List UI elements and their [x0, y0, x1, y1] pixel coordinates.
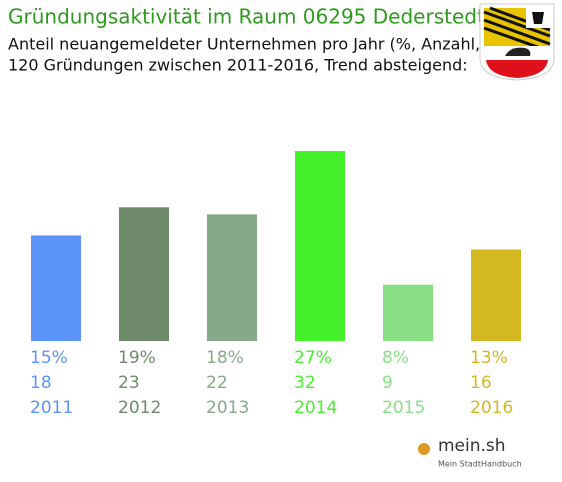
bar	[471, 249, 521, 341]
branding: mein.sh Mein StadtHandbuch	[418, 436, 522, 469]
x-tick-label: 2015	[382, 398, 425, 418]
count-label: 23	[118, 373, 140, 393]
count-label: 16	[470, 373, 492, 393]
value-label: 19%	[118, 348, 156, 368]
bar	[31, 235, 81, 341]
logo-icon	[418, 443, 430, 455]
x-tick-label: 2016	[470, 398, 513, 418]
value-label: 13%	[470, 348, 508, 368]
value-label: 27%	[294, 348, 332, 368]
x-tick-label: 2012	[118, 398, 161, 418]
count-label: 22	[206, 373, 228, 393]
count-label: 32	[294, 373, 316, 393]
count-label: 18	[30, 373, 52, 393]
chart-title: Gründungsaktivität im Raum 06295 Dederst…	[8, 5, 485, 29]
value-label: 18%	[206, 348, 244, 368]
coat-of-arms	[479, 3, 555, 81]
tagline: Mein StadtHandbuch	[438, 460, 522, 469]
brand: mein.sh	[438, 436, 506, 456]
x-tick-label: 2011	[30, 398, 73, 418]
subtitle: 120 Gründungen zwischen 2011-2016, Trend…	[8, 56, 468, 75]
value-label: 8%	[382, 348, 409, 368]
bar	[207, 214, 257, 341]
x-tick-label: 2013	[206, 398, 249, 418]
bar	[119, 207, 169, 341]
count-label: 9	[382, 373, 393, 393]
value-label: 15%	[30, 348, 68, 368]
subtitle: Anteil neuangemeldeter Unternehmen pro J…	[8, 35, 523, 54]
bar	[295, 151, 345, 341]
bar	[383, 284, 433, 341]
x-tick-label: 2014	[294, 398, 337, 418]
